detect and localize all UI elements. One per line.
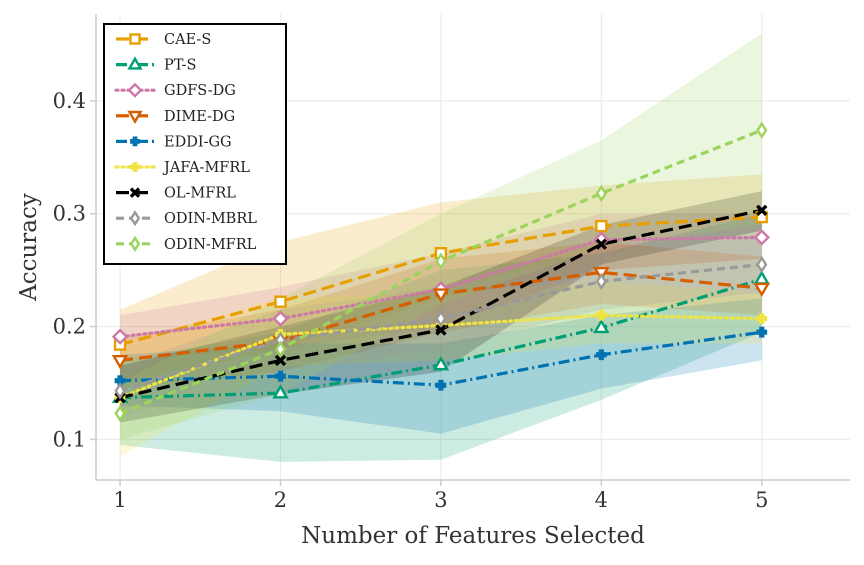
x-tick-label: 1 xyxy=(113,488,126,512)
y-tick-label: 0.3 xyxy=(53,202,86,226)
marker-odin-mbrl-3 xyxy=(435,309,447,328)
marker-eddi-gg-4 xyxy=(595,349,607,361)
marker-odin-mfrl-3 xyxy=(435,252,447,270)
marker-ol-mfrl-2 xyxy=(274,354,287,367)
y-axis-title: Accuracy xyxy=(16,193,42,302)
legend-label-dime-dg: DIME-DG xyxy=(164,109,235,125)
legend-marker-gdfs-dg xyxy=(127,82,143,98)
x-tick-label: 5 xyxy=(755,488,768,512)
y-tick-label: 0.4 xyxy=(53,89,86,113)
legend-marker-cae-s xyxy=(129,33,141,45)
legend-marker-jafa-mfrl xyxy=(130,162,140,172)
legend-marker-odin-mfrl xyxy=(129,235,141,252)
marker-odin-mfrl-5 xyxy=(756,121,768,139)
marker-dime-dg-1 xyxy=(111,354,129,370)
marker-ol-mfrl-5 xyxy=(756,204,768,217)
marker-eddi-gg-3 xyxy=(435,379,447,391)
marker-gdfs-dg-2 xyxy=(272,310,289,327)
marker-eddi-gg-5 xyxy=(756,326,768,338)
marker-odin-mfrl-4 xyxy=(595,184,607,203)
x-tick-label: 3 xyxy=(434,488,447,512)
x-tick-label: 4 xyxy=(595,488,608,512)
marker-eddi-gg-2 xyxy=(275,370,286,382)
legend-marker-dime-dg xyxy=(127,110,143,125)
marker-dime-dg-5 xyxy=(753,282,771,298)
x-tick-label: 2 xyxy=(274,488,287,512)
x-axis-title: Number of Features Selected xyxy=(301,523,645,549)
marker-cae-s-4 xyxy=(595,219,608,233)
legend-marker-eddi-gg xyxy=(130,136,140,147)
marker-odin-mfrl-2 xyxy=(274,340,287,358)
legend-label-jafa-mfrl: JAFA-MFRL xyxy=(162,160,250,176)
marker-odin-mbrl-4 xyxy=(595,272,607,291)
series-markers xyxy=(111,121,771,423)
legend-label-ol-mfrl: OL-MFRL xyxy=(164,186,236,202)
marker-ol-mfrl-3 xyxy=(435,324,447,336)
marker-jafa-mfrl-4 xyxy=(595,309,607,321)
y-tick-label: 0.1 xyxy=(53,427,86,451)
marker-odin-mfrl-1 xyxy=(114,404,126,423)
marker-odin-mbrl-5 xyxy=(756,255,768,274)
legend-label-cae-s: CAE-S xyxy=(164,32,211,48)
marker-gdfs-dg-5 xyxy=(753,229,770,246)
legend-label-odin-mfrl: ODIN-MFRL xyxy=(164,237,257,253)
band-ol-mfrl xyxy=(120,191,762,423)
marker-dime-dg-3 xyxy=(432,288,450,303)
marker-pt-s-2 xyxy=(272,384,289,399)
legend-marker-odin-mbrl xyxy=(129,210,141,227)
legend-label-pt-s: PT-S xyxy=(164,58,196,74)
legend-label-eddi-gg: EDDI-GG xyxy=(164,134,232,150)
axes: 1 2 3 4 5 0.1 0.2 0.3 0.4 xyxy=(53,14,850,512)
marker-ol-mfrl-4 xyxy=(595,238,608,250)
marker-cae-s-2 xyxy=(274,295,287,308)
legend: CAE-S PT-S GDFS-DG DIME-DG EDDI-GG JAFA-MFRL O… xyxy=(103,23,287,265)
marker-pt-s-3 xyxy=(432,356,450,371)
marker-pt-s-4 xyxy=(593,318,610,334)
legend-label-gdfs-dg: GDFS-DG xyxy=(164,83,236,99)
marker-odin-mbrl-1 xyxy=(114,382,126,400)
marker-jafa-mfrl-5 xyxy=(756,313,768,325)
y-tick-label: 0.2 xyxy=(53,315,86,339)
legend-marker-pt-s xyxy=(127,56,143,70)
legend-marker-ol-mfrl xyxy=(129,187,141,198)
marker-gdfs-dg-1 xyxy=(111,328,129,345)
legend-label-odin-mbrl: ODIN-MBRL xyxy=(164,211,257,227)
